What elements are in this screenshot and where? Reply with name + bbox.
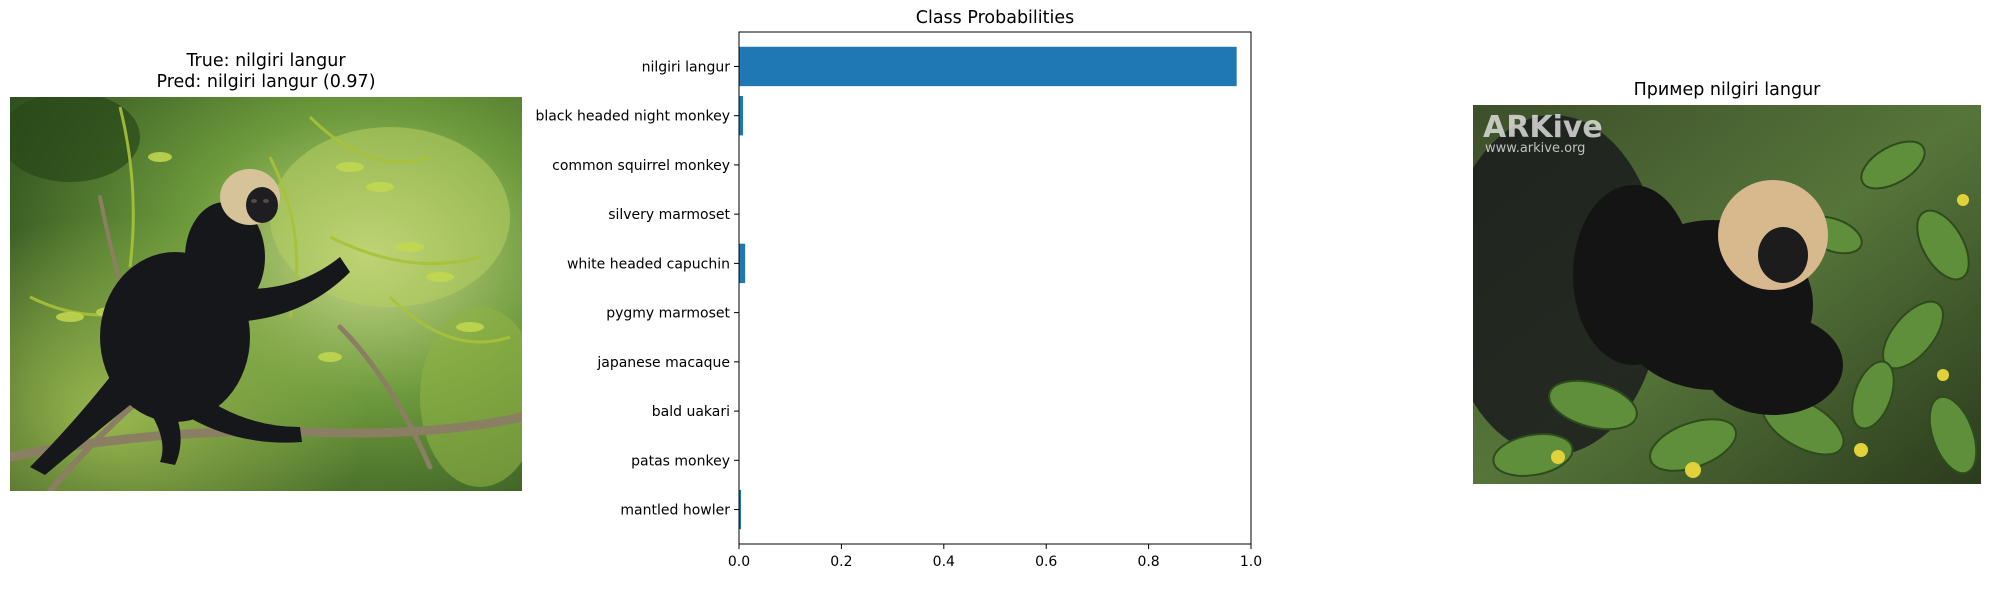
sample-langur-photo: ARKive www.arkive.org — [1473, 105, 1981, 484]
category-label: nilgiri langur — [642, 59, 731, 75]
langur-photo-art — [10, 97, 522, 491]
category-label: mantled howler — [620, 503, 730, 519]
chart-title: Class Probabilities — [916, 8, 1075, 28]
category-labels-layer: nilgiri langur black headed night monkey c… — [535, 59, 739, 519]
category-label: black headed night monkey — [535, 109, 730, 125]
langur-photo — [10, 97, 522, 491]
sample-langur-photo-art: ARKive www.arkive.org — [1473, 105, 1981, 484]
pred-label: Pred: nilgiri langur (0.97) — [156, 72, 376, 92]
bar-nilgiri-langur — [739, 46, 1237, 87]
bar-mantled-howler — [739, 489, 742, 530]
x-ticks-layer: 0.0 0.2 0.4 0.6 0.8 1.0 — [728, 544, 1262, 570]
x-tick-label: 0.0 — [728, 554, 750, 570]
watermark-brand: ARKive — [1483, 110, 1603, 145]
category-label: white headed capuchin — [567, 256, 730, 272]
x-tick-label: 0.2 — [830, 554, 852, 570]
left-panel-title: True: nilgiri langur Pred: nilgiri langu… — [10, 51, 522, 93]
category-label: patas monkey — [631, 453, 730, 469]
true-label: True: nilgiri langur — [186, 51, 346, 71]
right-panel-title: Пример nilgiri langur — [1633, 80, 1821, 100]
bar-white-headed-capuchin — [739, 243, 746, 284]
category-label: common squirrel monkey — [552, 158, 730, 174]
category-label: bald uakari — [652, 404, 730, 420]
x-tick-label: 1.0 — [1240, 554, 1262, 570]
x-tick-label: 0.4 — [933, 554, 955, 570]
category-label: japanese macaque — [596, 355, 730, 371]
plot-frame — [738, 31, 1252, 545]
x-tick-label: 0.8 — [1137, 554, 1159, 570]
bars-layer — [739, 46, 1237, 530]
category-label: silvery marmoset — [608, 207, 730, 223]
watermark-url: www.arkive.org — [1485, 141, 1585, 156]
bar-black-headed-night-monkey — [739, 96, 744, 136]
category-label: pygmy marmoset — [606, 306, 730, 322]
x-tick-label: 0.6 — [1035, 554, 1057, 570]
